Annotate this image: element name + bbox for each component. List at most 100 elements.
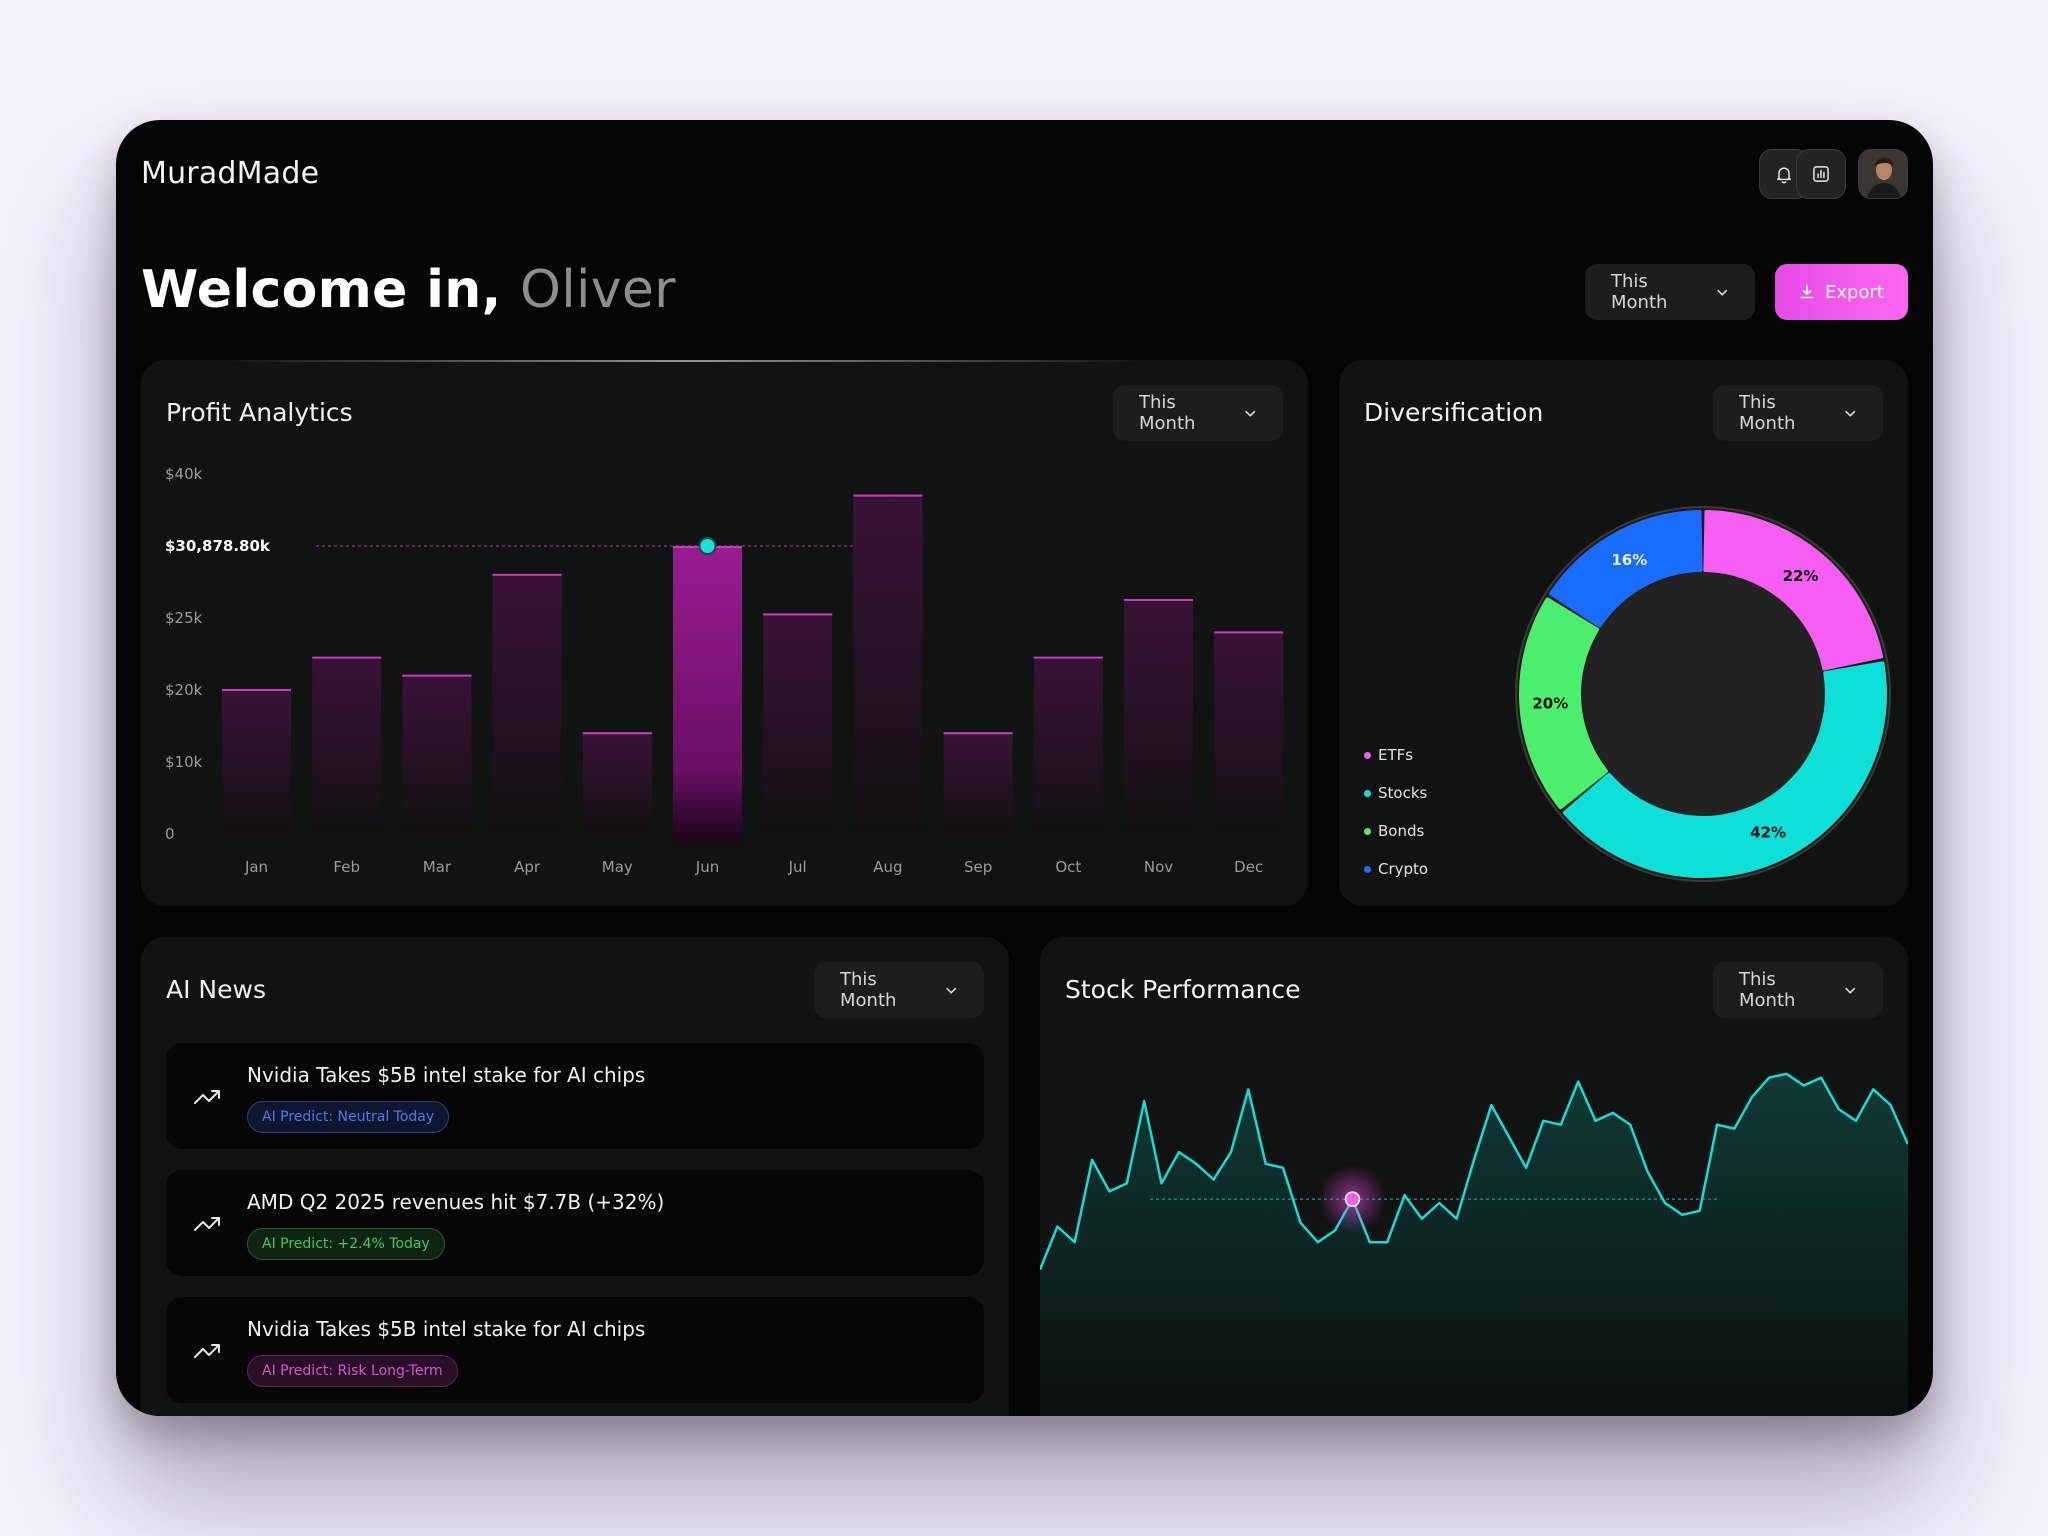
- x-tick-label: Jan: [244, 858, 269, 876]
- trending-up-icon: [194, 1217, 220, 1231]
- profit-analytics-card: Profit Analytics This Month $40k $30,878…: [141, 360, 1308, 906]
- news-title[interactable]: AMD Q2 2025 revenues hit $7.7B (+32%): [247, 1190, 665, 1214]
- bar-top-edge: [763, 613, 833, 616]
- export-label: Export: [1825, 281, 1884, 303]
- export-button[interactable]: Export: [1775, 264, 1908, 320]
- bar-may[interactable]: [582, 732, 652, 833]
- bar-top-edge: [492, 573, 562, 576]
- welcome-heading: Welcome in, Oliver: [141, 260, 676, 320]
- x-tick-label: Mar: [422, 858, 452, 876]
- x-tick-label: May: [601, 858, 633, 876]
- highlight-point[interactable]: [1344, 1191, 1361, 1207]
- bar-aug[interactable]: [853, 494, 923, 833]
- avatar[interactable]: [1858, 149, 1908, 199]
- area-fill: [1040, 1073, 1908, 1416]
- user-name: Oliver: [520, 260, 676, 320]
- user-photo: [1859, 150, 1907, 198]
- trending-up-icon: [194, 1090, 220, 1104]
- legend-dot: [1364, 751, 1371, 759]
- bar-top-edge: [1124, 599, 1193, 601]
- y-tick-label: 0: [165, 825, 175, 843]
- profit-bar-chart: [222, 494, 1284, 843]
- trending-up-icon: [194, 1344, 220, 1358]
- x-tick-label: Jul: [788, 858, 807, 876]
- donut-slice-crypto[interactable]: [1549, 510, 1703, 628]
- reports-button[interactable]: [1796, 149, 1846, 199]
- diversification-period-dropdown[interactable]: This Month: [1713, 385, 1883, 441]
- y-tick-label: $20k: [165, 681, 203, 699]
- stock-period-dropdown[interactable]: This Month: [1713, 962, 1883, 1018]
- slice-value-label: 22%: [1783, 567, 1819, 585]
- period-dropdown[interactable]: This Month: [1585, 264, 1755, 320]
- diversification-donut-chart: 22% 42% 20% 16%: [1515, 506, 1891, 882]
- dashboard-window: MuradMade Welcome in, Oliver This Month …: [116, 120, 1933, 1416]
- bar-top-edge: [582, 732, 652, 735]
- x-tick-label: Dec: [1234, 858, 1264, 876]
- news-period-dropdown[interactable]: This Month: [814, 962, 984, 1018]
- bar-top-edge: [1033, 656, 1103, 659]
- legend-dot: [1364, 865, 1371, 873]
- ai-predict-badge: AI Predict: +2.4% Today: [247, 1228, 445, 1260]
- welcome-prefix: Welcome in,: [141, 260, 502, 320]
- period-label: This Month: [840, 969, 897, 1011]
- x-tick-label: Nov: [1143, 858, 1174, 876]
- profit-period-dropdown[interactable]: This Month: [1113, 385, 1283, 441]
- donut-slice-bonds[interactable]: [1519, 597, 1608, 810]
- bar-top-edge: [853, 494, 923, 497]
- brand-logo[interactable]: MuradMade: [141, 156, 320, 191]
- period-label: This Month: [1739, 392, 1796, 434]
- bar-feb[interactable]: [312, 656, 382, 833]
- x-tick-label: Aug: [873, 858, 903, 876]
- chevron-down-icon: [945, 987, 956, 994]
- donut-slice-stocks[interactable]: [1563, 661, 1887, 878]
- bar-dec[interactable]: [1214, 631, 1284, 833]
- card-title: AI News: [166, 975, 266, 1004]
- legend-label: Bonds: [1378, 822, 1425, 840]
- card-title: Stock Performance: [1065, 975, 1301, 1004]
- bar-top-edge: [312, 656, 382, 659]
- bar-oct[interactable]: [1033, 656, 1103, 833]
- chevron-down-icon: [1844, 987, 1855, 994]
- donut-slice-etfs[interactable]: [1703, 510, 1884, 671]
- bar-top-edge: [222, 689, 291, 691]
- news-item[interactable]: AMD Q2 2025 revenues hit $7.7B (+32%) AI…: [166, 1170, 984, 1276]
- legend-item-etfs: ETFs: [1364, 746, 1413, 764]
- slice-value-label: 20%: [1532, 695, 1568, 713]
- slice-value-label: 16%: [1611, 551, 1647, 569]
- bar-apr[interactable]: [492, 573, 562, 833]
- card-title: Diversification: [1364, 398, 1544, 427]
- x-tick-label: Feb: [333, 858, 360, 876]
- legend-dot: [1364, 827, 1371, 835]
- news-title[interactable]: Nvidia Takes $5B intel stake for AI chip…: [247, 1063, 646, 1087]
- bar-sep[interactable]: [943, 732, 1013, 833]
- legend-item-bonds: Bonds: [1364, 822, 1424, 840]
- bar-mar[interactable]: [402, 674, 472, 833]
- diversification-card: Diversification This Month ETFs Stocks B…: [1339, 360, 1908, 906]
- bar-nov[interactable]: [1124, 599, 1193, 833]
- bar-top-edge: [1214, 631, 1284, 634]
- slice-value-label: 42%: [1750, 823, 1786, 841]
- card-title: Profit Analytics: [166, 398, 353, 427]
- highlight-point[interactable]: [698, 537, 717, 555]
- legend-item-stocks: Stocks: [1364, 784, 1427, 802]
- legend-label: Crypto: [1378, 860, 1429, 878]
- news-item[interactable]: Nvidia Takes $5B intel stake for AI chip…: [166, 1043, 984, 1149]
- download-icon: [1800, 285, 1814, 299]
- bar-jan[interactable]: [222, 689, 291, 833]
- y-tick-label: $10k: [165, 753, 203, 771]
- x-tick-label: Jun: [695, 858, 720, 876]
- bar-chart-icon: [1813, 166, 1829, 182]
- x-tick-label: Sep: [963, 858, 993, 876]
- news-item[interactable]: Nvidia Takes $5B intel stake for AI chip…: [166, 1297, 984, 1403]
- bar-jun[interactable]: [673, 546, 742, 843]
- bar-top-edge: [402, 674, 472, 677]
- news-title[interactable]: Nvidia Takes $5B intel stake for AI chip…: [247, 1317, 646, 1341]
- chevron-down-icon: [1244, 410, 1255, 417]
- period-dropdown-label: This Month: [1611, 271, 1668, 313]
- chevron-down-icon: [1844, 410, 1855, 417]
- donut-center: [1579, 570, 1827, 818]
- period-label: This Month: [1139, 392, 1196, 434]
- bar-jul[interactable]: [763, 613, 833, 833]
- legend-label: Stocks: [1378, 784, 1428, 802]
- ai-news-card: AI News This Month Nvidia Takes $5B inte…: [141, 937, 1009, 1416]
